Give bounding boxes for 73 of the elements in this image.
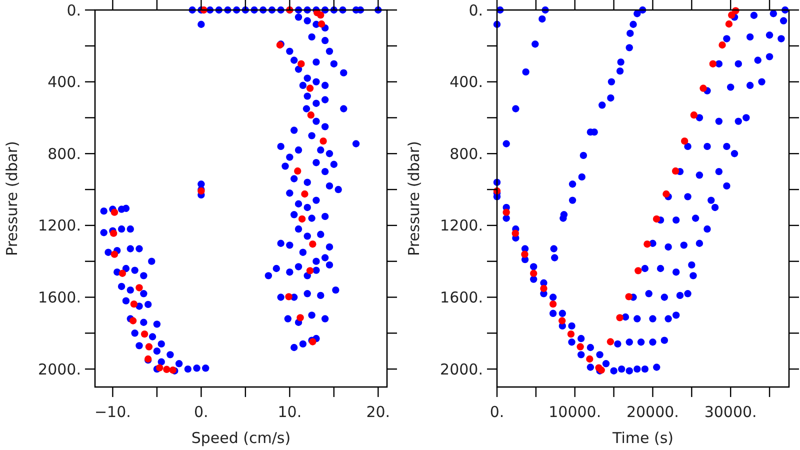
y-tick-label: 1200. (440, 216, 483, 235)
point (521, 250, 528, 258)
point (644, 240, 651, 248)
y-tick-label: 1600. (38, 288, 81, 306)
point (145, 343, 153, 350)
x-tick-label: −10. (94, 403, 131, 421)
point (567, 330, 575, 338)
x-tick-label: 0. (490, 403, 504, 421)
y-tick-label: 0. (468, 1, 483, 20)
point (298, 60, 305, 68)
x-axis-title: Time (s) (612, 429, 674, 447)
point (163, 366, 170, 374)
point (709, 60, 717, 68)
point (317, 11, 324, 19)
y-tick-label: 2000. (38, 360, 81, 378)
y-axis-title: Pressure (dbar) (3, 141, 21, 256)
point (558, 317, 566, 324)
point (110, 230, 118, 237)
y-tick-label: 1600. (440, 288, 483, 306)
point (309, 240, 316, 248)
point (140, 330, 148, 338)
point (118, 270, 126, 277)
point (306, 267, 314, 274)
y-axis-title: Pressure (dbar) (405, 141, 423, 256)
point (320, 137, 327, 145)
y-tick-label: 400. (450, 73, 483, 92)
point (690, 111, 698, 119)
point (110, 250, 118, 258)
y-tick-label: 800. (450, 144, 483, 163)
point (307, 111, 315, 119)
point (318, 20, 326, 28)
x-tick-label: 30000. (704, 403, 757, 421)
y-tick-label: 0. (66, 1, 81, 20)
point (616, 314, 624, 322)
point (672, 167, 680, 175)
point (680, 137, 688, 145)
x-tick-label: 10. (278, 403, 302, 421)
point (306, 84, 314, 92)
point (652, 215, 660, 223)
x-tick-label: 20. (366, 403, 390, 421)
point (662, 190, 670, 198)
y-tick-label: 800. (48, 144, 81, 163)
point (156, 364, 164, 372)
point (540, 284, 548, 292)
point (725, 20, 733, 28)
point (285, 293, 292, 300)
point (129, 317, 137, 324)
point (301, 190, 308, 198)
y-tick-label: 400. (48, 73, 81, 92)
point (700, 84, 707, 92)
x-axis-title: Speed (cm/s) (191, 429, 291, 447)
point (634, 267, 642, 274)
point (606, 338, 614, 346)
point (625, 293, 632, 300)
point (586, 355, 594, 363)
point (512, 230, 519, 237)
point (136, 284, 143, 292)
point (502, 208, 510, 216)
point (718, 41, 726, 49)
y-tick-label: 1200. (38, 216, 81, 235)
point (728, 11, 736, 19)
point (110, 208, 118, 216)
point (298, 215, 306, 223)
y-tick-label: 2000. (440, 360, 483, 378)
x-tick-label: 0. (194, 403, 208, 421)
point (130, 300, 138, 308)
point (549, 300, 557, 308)
x-tick-label: 20000. (626, 403, 679, 421)
x-tick-label: 10000. (548, 403, 602, 421)
point (530, 270, 538, 277)
point (296, 314, 304, 322)
point (576, 343, 584, 350)
point (294, 167, 302, 175)
